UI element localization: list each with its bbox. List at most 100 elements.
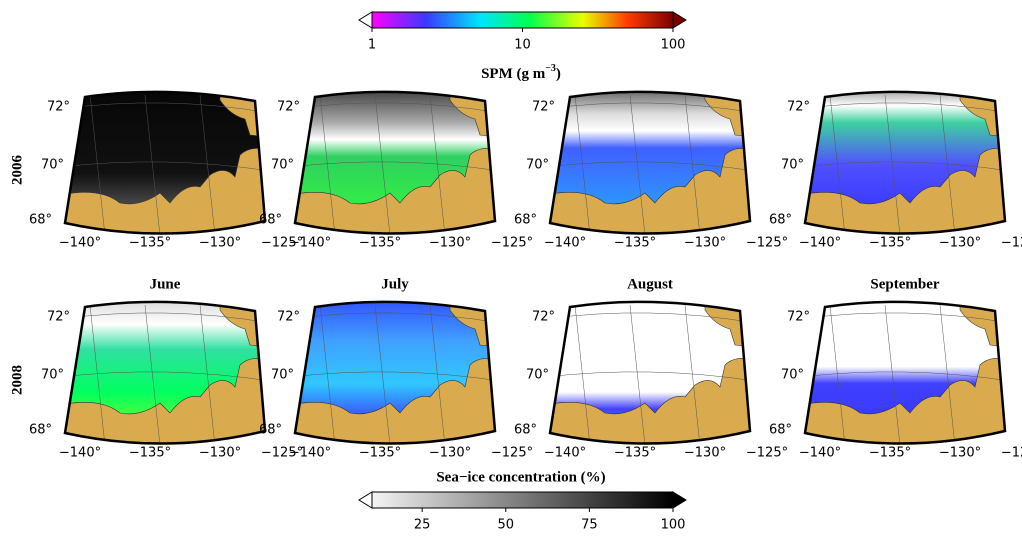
graticule — [550, 312, 750, 324]
lat-label: 70° — [41, 368, 64, 383]
lon-label: −125° — [261, 446, 303, 461]
colorbar-arrow — [672, 491, 687, 509]
graticule — [829, 94, 847, 234]
graticule — [805, 312, 1005, 324]
lon-label: −130° — [684, 446, 726, 461]
graticule — [429, 94, 447, 234]
lon-label: −140° — [544, 236, 586, 251]
graticule — [374, 304, 392, 444]
map-content — [295, 301, 495, 444]
graticule — [550, 161, 750, 172]
colorbar-arrow — [358, 11, 373, 29]
lat-label: 68° — [514, 423, 537, 438]
colorbar-tick-label: 100 — [661, 518, 686, 533]
lon-label: −140° — [544, 446, 586, 461]
lon-label: −140° — [59, 236, 101, 251]
map-border — [293, 300, 497, 445]
graticule — [829, 304, 847, 444]
lat-label: 70° — [271, 368, 294, 383]
ice-title: Sea−ice concentration (%) — [436, 469, 605, 485]
lon-label: −140° — [59, 446, 101, 461]
lat-label: 72° — [47, 310, 70, 325]
lat-label: 72° — [47, 100, 70, 115]
lon-label: −140° — [289, 236, 331, 251]
colorbar-tick-label: 75 — [581, 518, 598, 533]
graticule — [65, 371, 265, 382]
lat-label: 70° — [526, 158, 549, 173]
row-label: 2008 — [9, 365, 25, 395]
map-panel: 72° 70° 68° −140° −135° −130° −125° — [259, 300, 533, 461]
graticule — [684, 94, 702, 234]
lon-label: −135° — [614, 236, 656, 251]
lon-label: −130° — [199, 236, 241, 251]
lat-label: 68° — [29, 213, 52, 228]
graticule — [199, 94, 217, 234]
map-content — [550, 301, 750, 444]
graticule — [684, 304, 702, 444]
lon-label: −135° — [869, 446, 911, 461]
lat-label: 70° — [526, 368, 549, 383]
lat-label: 72° — [277, 310, 300, 325]
map-border — [293, 90, 497, 235]
graticule — [65, 161, 265, 172]
map-panel: 72° 70° 68° −140° −135° −130° −125° — [514, 90, 788, 251]
lat-label: 72° — [787, 100, 810, 115]
graticule — [374, 94, 392, 234]
graticule — [65, 312, 265, 324]
map-border — [63, 300, 267, 445]
land — [805, 358, 1005, 444]
graticule — [574, 94, 592, 234]
lon-label: −135° — [129, 236, 171, 251]
colorbar-arrow — [672, 11, 687, 29]
graticule — [89, 94, 107, 234]
month-label: September — [870, 276, 939, 292]
map-content — [805, 301, 1005, 444]
graticule — [295, 312, 495, 324]
lat-label: 72° — [277, 100, 300, 115]
lat-label: 68° — [259, 213, 282, 228]
land — [295, 358, 495, 444]
land — [550, 358, 750, 444]
map-border — [63, 90, 267, 235]
lon-label: −125° — [1001, 446, 1022, 461]
lon-label: −125° — [491, 236, 533, 251]
lat-label: 70° — [271, 158, 294, 173]
lon-label: −140° — [799, 446, 841, 461]
graticule — [550, 102, 750, 114]
lat-label: 68° — [769, 423, 792, 438]
map-panel: 72° 70° 68° −140° −135° −130° −125° — [29, 300, 303, 461]
lon-label: −135° — [869, 236, 911, 251]
lon-label: −130° — [939, 236, 981, 251]
graticule — [805, 371, 1005, 382]
graticule — [429, 304, 447, 444]
lon-label: −140° — [799, 236, 841, 251]
colorbar — [371, 11, 674, 29]
map-panel: 72° 70° 68° −140° −135° −130° −125° — [259, 90, 533, 251]
map-border — [548, 90, 752, 235]
graticule — [884, 304, 902, 444]
land — [65, 148, 265, 234]
lon-label: −125° — [1001, 236, 1022, 251]
graticule — [65, 102, 265, 114]
lon-label: −130° — [429, 446, 471, 461]
graticule — [574, 304, 592, 444]
graticule — [295, 102, 495, 114]
colorbar-tick-label: 25 — [414, 518, 431, 533]
land — [295, 148, 495, 234]
graticule — [295, 371, 495, 382]
graticule — [319, 94, 337, 234]
land — [550, 148, 750, 234]
map-content — [550, 91, 750, 234]
map-border — [803, 90, 1007, 235]
map-panel: 72° 70° 68° −140° −135° −130° −125° — [769, 300, 1022, 461]
month-label: August — [627, 276, 673, 292]
land — [805, 148, 1005, 234]
map-panel: 72° 70° 68° −140° −135° −130° −125° — [769, 90, 1022, 251]
colorbar-tick-label: 1 — [368, 38, 376, 53]
month-label: June — [150, 276, 181, 292]
graticule — [805, 161, 1005, 172]
colorbar-arrow — [358, 491, 373, 509]
lat-label: 68° — [29, 423, 52, 438]
map-border — [803, 300, 1007, 445]
